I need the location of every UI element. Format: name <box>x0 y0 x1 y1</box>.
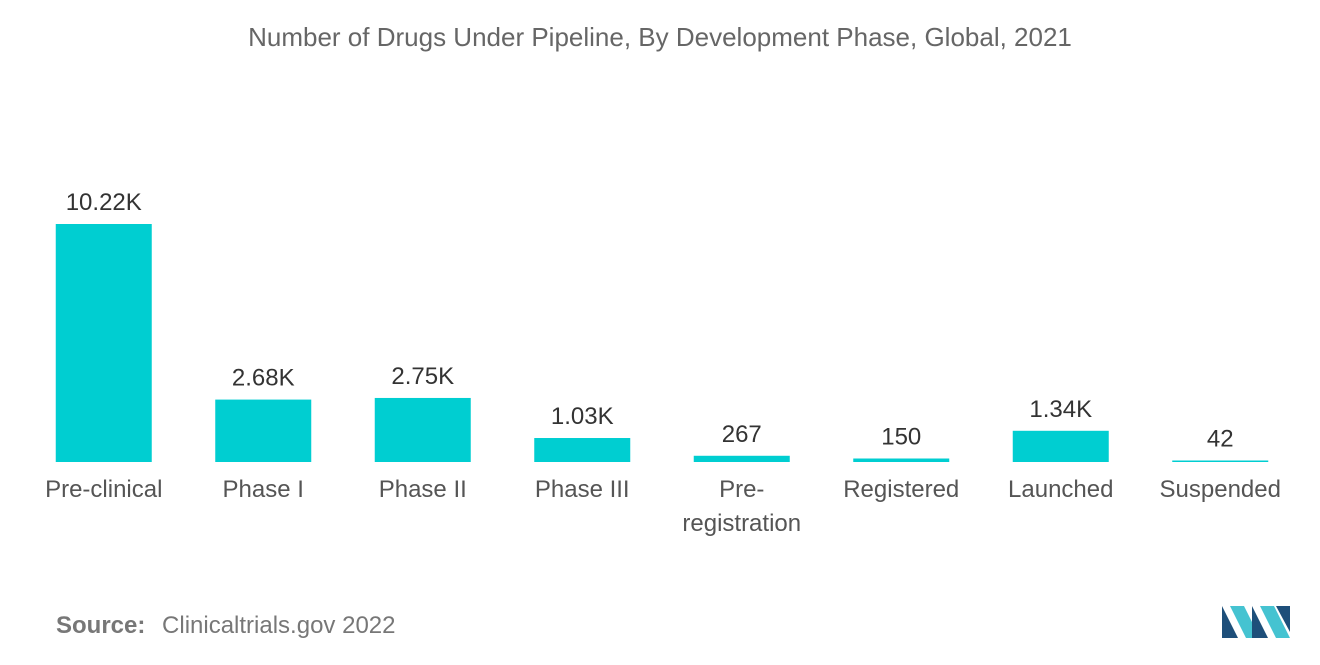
category-label-phase-ii: Phase II <box>379 476 467 503</box>
value-label-launched: 1.34K <box>1029 396 1092 423</box>
bar-phase-i <box>215 399 312 462</box>
category-label-phase-i: Phase I <box>223 476 304 503</box>
bar-suspended <box>1172 460 1269 462</box>
value-label-phase-i: 2.68K <box>232 365 295 392</box>
bar-registered <box>853 458 950 462</box>
value-label-suspended: 42 <box>1207 426 1234 453</box>
value-label-phase-iii: 1.03K <box>551 403 614 430</box>
value-label-pre-clinical: 10.22K <box>66 189 142 216</box>
value-label-pre-registration: 267 <box>722 421 762 448</box>
category-label-pre-registration: Pre-registration <box>682 476 801 537</box>
category-label-phase-iii: Phase III <box>535 476 630 503</box>
bar-chart: 10.22K Pre-clinical 2.68K Phase I 2.75K Phase… <box>45 189 1281 537</box>
bar-launched <box>1012 430 1109 462</box>
source-label: Source: <box>56 612 146 639</box>
category-label-registered: Registered <box>843 476 959 503</box>
category-label-launched: Launched <box>1008 476 1113 503</box>
value-label-phase-ii: 2.75K <box>391 363 454 390</box>
bar-pre-clinical <box>55 224 152 462</box>
mordor-intelligence-logo <box>1222 606 1290 638</box>
source-text: Clinicaltrials.gov 2022 <box>162 612 396 639</box>
category-label-pre-clinical: Pre-clinical <box>45 476 162 503</box>
source-note: Source: Clinicaltrials.gov 2022 <box>56 612 395 640</box>
value-label-registered: 150 <box>881 424 921 451</box>
bar-phase-ii <box>374 397 471 462</box>
bar-pre-registration <box>693 455 790 462</box>
category-label-suspended: Suspended <box>1160 476 1281 503</box>
bar-phase-iii <box>534 438 631 462</box>
chart-title: Number of Drugs Under Pipeline, By Devel… <box>248 22 1072 52</box>
